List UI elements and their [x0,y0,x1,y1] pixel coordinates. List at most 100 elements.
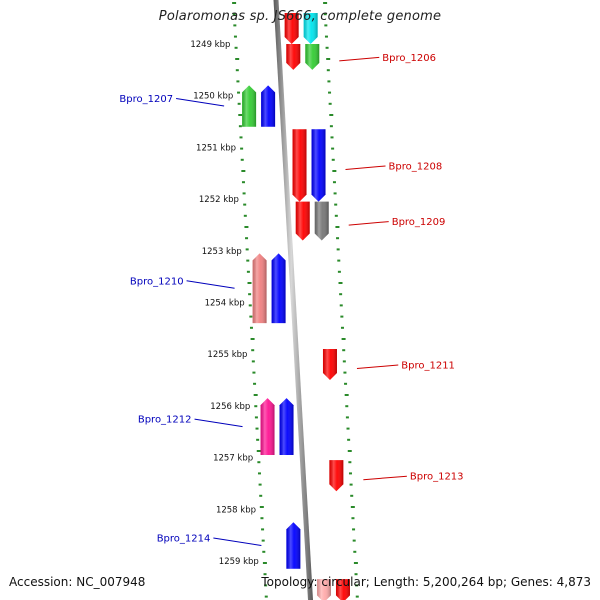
tick-mark [247,282,252,284]
tick-mark [347,438,351,441]
tick-mark [256,438,260,441]
tick-mark [234,46,238,49]
tick-mark [264,595,268,598]
tick-mark [245,237,249,240]
tick-mark [349,483,353,486]
tick-mark [260,517,264,520]
tick-mark [331,158,335,161]
kbp-tick-label: 1258 kbp [216,505,256,515]
tick-mark [344,382,348,385]
tick-mark [253,394,258,396]
tick-mark [329,114,334,116]
tick-mark [263,573,267,576]
tick-mark [352,528,356,531]
kbp-scale: 1249 kbp 1250 kbp 1251 kbp 1252 kbp 1253 kbp… [190,40,258,567]
tick-mark [339,293,343,296]
tick-mark [239,136,243,139]
tick-mark [346,427,350,430]
gene-arrow [303,12,318,44]
tick-mark [243,203,247,206]
tick-mark [353,550,357,553]
tick-mark [237,102,241,105]
tick-mark [323,13,327,16]
tick-mark [352,539,356,542]
tick-mark [232,13,236,16]
label-leader-line [356,364,399,370]
tick-mark [337,259,341,262]
gene-labels: Bpro_1206 Bpro_1207 Bpro_1208 Bpro_1209 Bpro… [119,53,464,546]
tick-mark [257,472,261,475]
gene-features [242,12,350,600]
label-leader-line [339,56,380,62]
tick-mark [331,147,335,150]
tick-mark [241,170,246,172]
tick-mark [248,304,252,307]
tick-mark [251,360,255,363]
gene-label: Bpro_1208 [389,161,443,172]
tick-mark [337,270,341,273]
tick-mark [249,326,253,329]
tick-mark [333,192,337,195]
tick-mark [251,349,255,352]
tick-mark [235,58,240,60]
tick-mark [237,91,241,94]
gene-label: Bpro_1210 [130,276,184,287]
tick-mark [252,371,256,374]
tick-mark [264,584,268,587]
tick-mark [342,360,346,363]
tick-mark [246,259,250,262]
tick-mark [233,24,237,27]
tick-mark [250,338,255,340]
tick-mark [232,2,237,4]
gene-arrow [311,129,326,202]
tick-mark [335,226,340,228]
tick-mark [324,35,328,38]
tick-mark [355,584,359,587]
tick-mark [238,125,242,128]
gene-arrow [314,201,329,241]
label-leader-line [213,537,262,546]
tick-mark [242,192,246,195]
tick-mark [256,450,261,452]
genome-summary-text: Topology: circular; Length: 5,200,264 bp… [261,575,591,589]
tick-mark [342,349,346,352]
tick-mark [257,461,261,464]
kbp-tick-label: 1250 kbp [193,92,233,102]
kbp-tick-label: 1252 kbp [199,195,239,205]
tick-mark [340,326,344,329]
tick-mark [348,461,352,464]
tick-mark [338,282,343,284]
tick-mark [336,248,340,251]
tick-mark [351,517,355,520]
tick-mark [334,203,338,206]
tick-mark [258,483,262,486]
gene-label: Bpro_1206 [382,53,436,64]
tick-mark [353,562,358,564]
kbp-tick-label: 1255 kbp [207,350,247,360]
tick-mark [326,69,330,72]
gene-label: Bpro_1212 [138,415,192,426]
tick-mark [241,181,245,184]
tick-mark [329,125,333,128]
genome-backbone [273,0,313,600]
tick-mark [243,214,247,217]
tick-mark [332,170,337,172]
tick-mark [326,58,331,60]
gene-arrow [261,85,276,127]
tick-mark [245,248,249,251]
gene-arrow [242,85,257,127]
tick-mark [248,293,252,296]
genome-title: Polaromonas sp. JS666, complete genome [158,9,442,24]
gene-arrow [252,253,267,324]
kbp-tick-label: 1259 kbp [219,557,259,567]
tick-mark [354,573,358,576]
tick-mark [327,80,331,83]
gene-arrow [286,522,301,569]
gene-arrow [322,349,337,381]
tick-mark [253,382,257,385]
right-tick-column [323,2,359,598]
tick-mark [255,427,259,430]
tick-mark [347,450,352,452]
label-leader-line [345,165,386,170]
